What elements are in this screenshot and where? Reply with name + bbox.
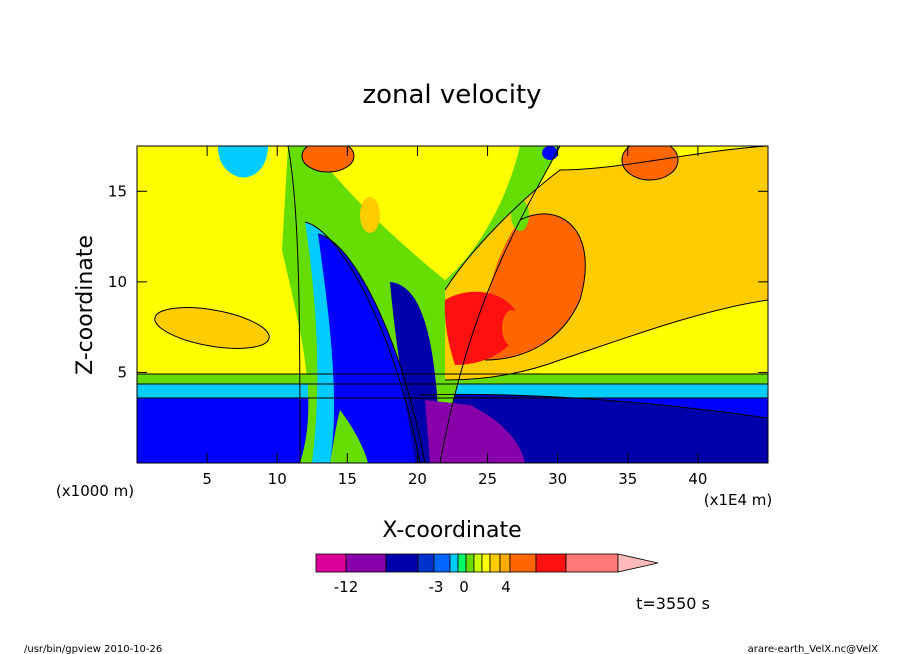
x-tick-label: 15	[338, 470, 357, 488]
colorbar-segment	[385, 553, 419, 573]
colorbar-segment	[417, 553, 435, 573]
x-units-right: (x1E4 m)	[704, 491, 773, 509]
colorbar-segment	[465, 553, 475, 573]
x-tick-label: 25	[478, 470, 497, 488]
colorbar-tick-label: 0	[459, 578, 469, 596]
colorbar-segment	[535, 553, 567, 573]
colorbar-segment	[449, 553, 459, 573]
colorbar-segment	[509, 553, 537, 573]
x-tick-label: 35	[618, 470, 637, 488]
x-tick-label: 40	[688, 470, 707, 488]
colorbar-segment	[433, 553, 451, 573]
x-axis-ticks: 5 10 15 20 25 30 35 40	[202, 146, 707, 488]
contour-field	[137, 146, 768, 463]
y-tick-label: 15	[108, 182, 127, 200]
colorbar-segment	[473, 553, 483, 573]
colorbar-arrow	[617, 553, 659, 573]
y-tick-label: 10	[108, 273, 127, 291]
colorbar-tick-label: -12	[334, 578, 359, 596]
x-units-left: (x1000 m)	[56, 482, 134, 500]
footer-right: arare-earth_VelX.nc@VelX	[748, 644, 879, 654]
colorbar-segment	[499, 553, 511, 573]
y-axis-ticks: 5 10 15	[108, 182, 768, 381]
plot-frame	[136, 145, 769, 464]
colorbar-segment	[489, 553, 501, 573]
colorbar-segment	[345, 553, 387, 573]
colorbar-segment	[315, 553, 347, 573]
colorbar-tick-label: 4	[501, 578, 511, 596]
colorbar: -12 -3 0 4	[315, 553, 659, 596]
time-label: t=3550 s	[636, 594, 710, 613]
chart-title: zonal velocity	[362, 80, 541, 110]
x-tick-label: 5	[202, 470, 212, 488]
colorbar-segment	[481, 553, 491, 573]
y-axis-label: Z-coordinate	[73, 235, 98, 375]
colorbar-segment	[565, 553, 619, 573]
x-tick-label: 30	[548, 470, 567, 488]
y-tick-label: 5	[117, 363, 127, 381]
x-tick-label: 20	[408, 470, 427, 488]
colorbar-tick-label: -3	[429, 578, 444, 596]
colorbar-segment	[457, 553, 467, 573]
x-tick-label: 10	[268, 470, 287, 488]
x-axis-label: X-coordinate	[382, 518, 521, 543]
footer-left: /usr/bin/gpview 2010-10-26	[24, 644, 162, 654]
